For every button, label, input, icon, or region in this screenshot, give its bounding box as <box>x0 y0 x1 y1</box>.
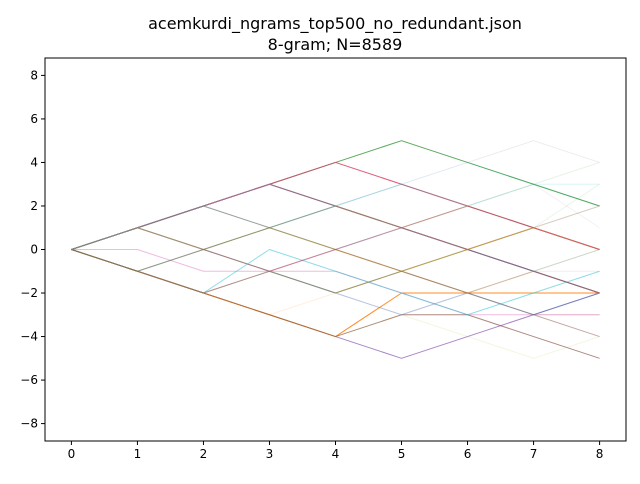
series-line-21 <box>71 249 600 359</box>
series-line-15 <box>71 249 600 316</box>
series-line-26 <box>71 161 600 250</box>
series-line-10 <box>71 227 600 272</box>
x-tick-label: 8 <box>596 447 604 461</box>
series-line-31 <box>71 227 600 294</box>
x-tick-label: 7 <box>530 447 538 461</box>
series-line-0 <box>71 140 600 250</box>
y-tick-label: 8 <box>30 68 38 82</box>
series-line-32 <box>71 183 600 250</box>
series-line-18 <box>71 205 600 250</box>
y-tick-label: 6 <box>30 112 38 126</box>
y-tick-label: 2 <box>30 199 38 213</box>
chart-title: acemkurdi_ngrams_top500_no_redundant.jso… <box>148 14 522 34</box>
series-line-11 <box>71 205 600 294</box>
series-line-29 <box>71 249 600 316</box>
series-line-12 <box>71 249 600 316</box>
y-tick-label: 0 <box>30 243 38 257</box>
series-line-5 <box>71 249 600 359</box>
series-line-16 <box>71 205 600 294</box>
series-line-34 <box>71 183 600 250</box>
series-line-8 <box>71 249 600 359</box>
series-line-9 <box>71 205 600 338</box>
x-tick-label: 5 <box>398 447 406 461</box>
tick-layer: 0 1 2 3 4 5 6 7 8 −8 −6 −4 −2 0 2 4 6 8 <box>20 68 603 461</box>
series-line-14 <box>71 183 600 250</box>
series-line-2 <box>71 183 600 294</box>
y-tick-label: −6 <box>20 373 38 387</box>
series-line-28 <box>71 205 600 250</box>
series-line-33 <box>71 227 600 272</box>
x-tick-label: 6 <box>464 447 472 461</box>
y-tick-label: 4 <box>30 155 38 169</box>
series-line-7 <box>71 249 600 316</box>
series-line-27 <box>71 249 600 294</box>
series-line-25 <box>71 161 600 272</box>
x-tick-label: 4 <box>332 447 340 461</box>
series-line-30 <box>71 183 600 250</box>
series-line-22 <box>71 183 600 250</box>
series-line-17 <box>71 227 600 294</box>
x-tick-label: 2 <box>200 447 208 461</box>
series-line-23 <box>71 249 600 316</box>
plot-frame <box>44 57 627 442</box>
y-tick-label: −8 <box>20 417 38 431</box>
y-tick-label: −2 <box>20 286 38 300</box>
series-line-13 <box>71 161 600 250</box>
x-tick-label: 1 <box>134 447 142 461</box>
series-line-24 <box>71 227 600 316</box>
x-tick-label: 0 <box>68 447 76 461</box>
x-tick-label: 3 <box>266 447 274 461</box>
series-line-19 <box>71 249 600 294</box>
series-layer <box>71 140 600 359</box>
y-tick-label: −4 <box>20 330 38 344</box>
series-line-20 <box>71 140 600 250</box>
series-line-4 <box>71 227 600 294</box>
series-line-3 <box>71 183 600 294</box>
chart-subtitle: 8-gram; N=8589 <box>268 35 403 54</box>
